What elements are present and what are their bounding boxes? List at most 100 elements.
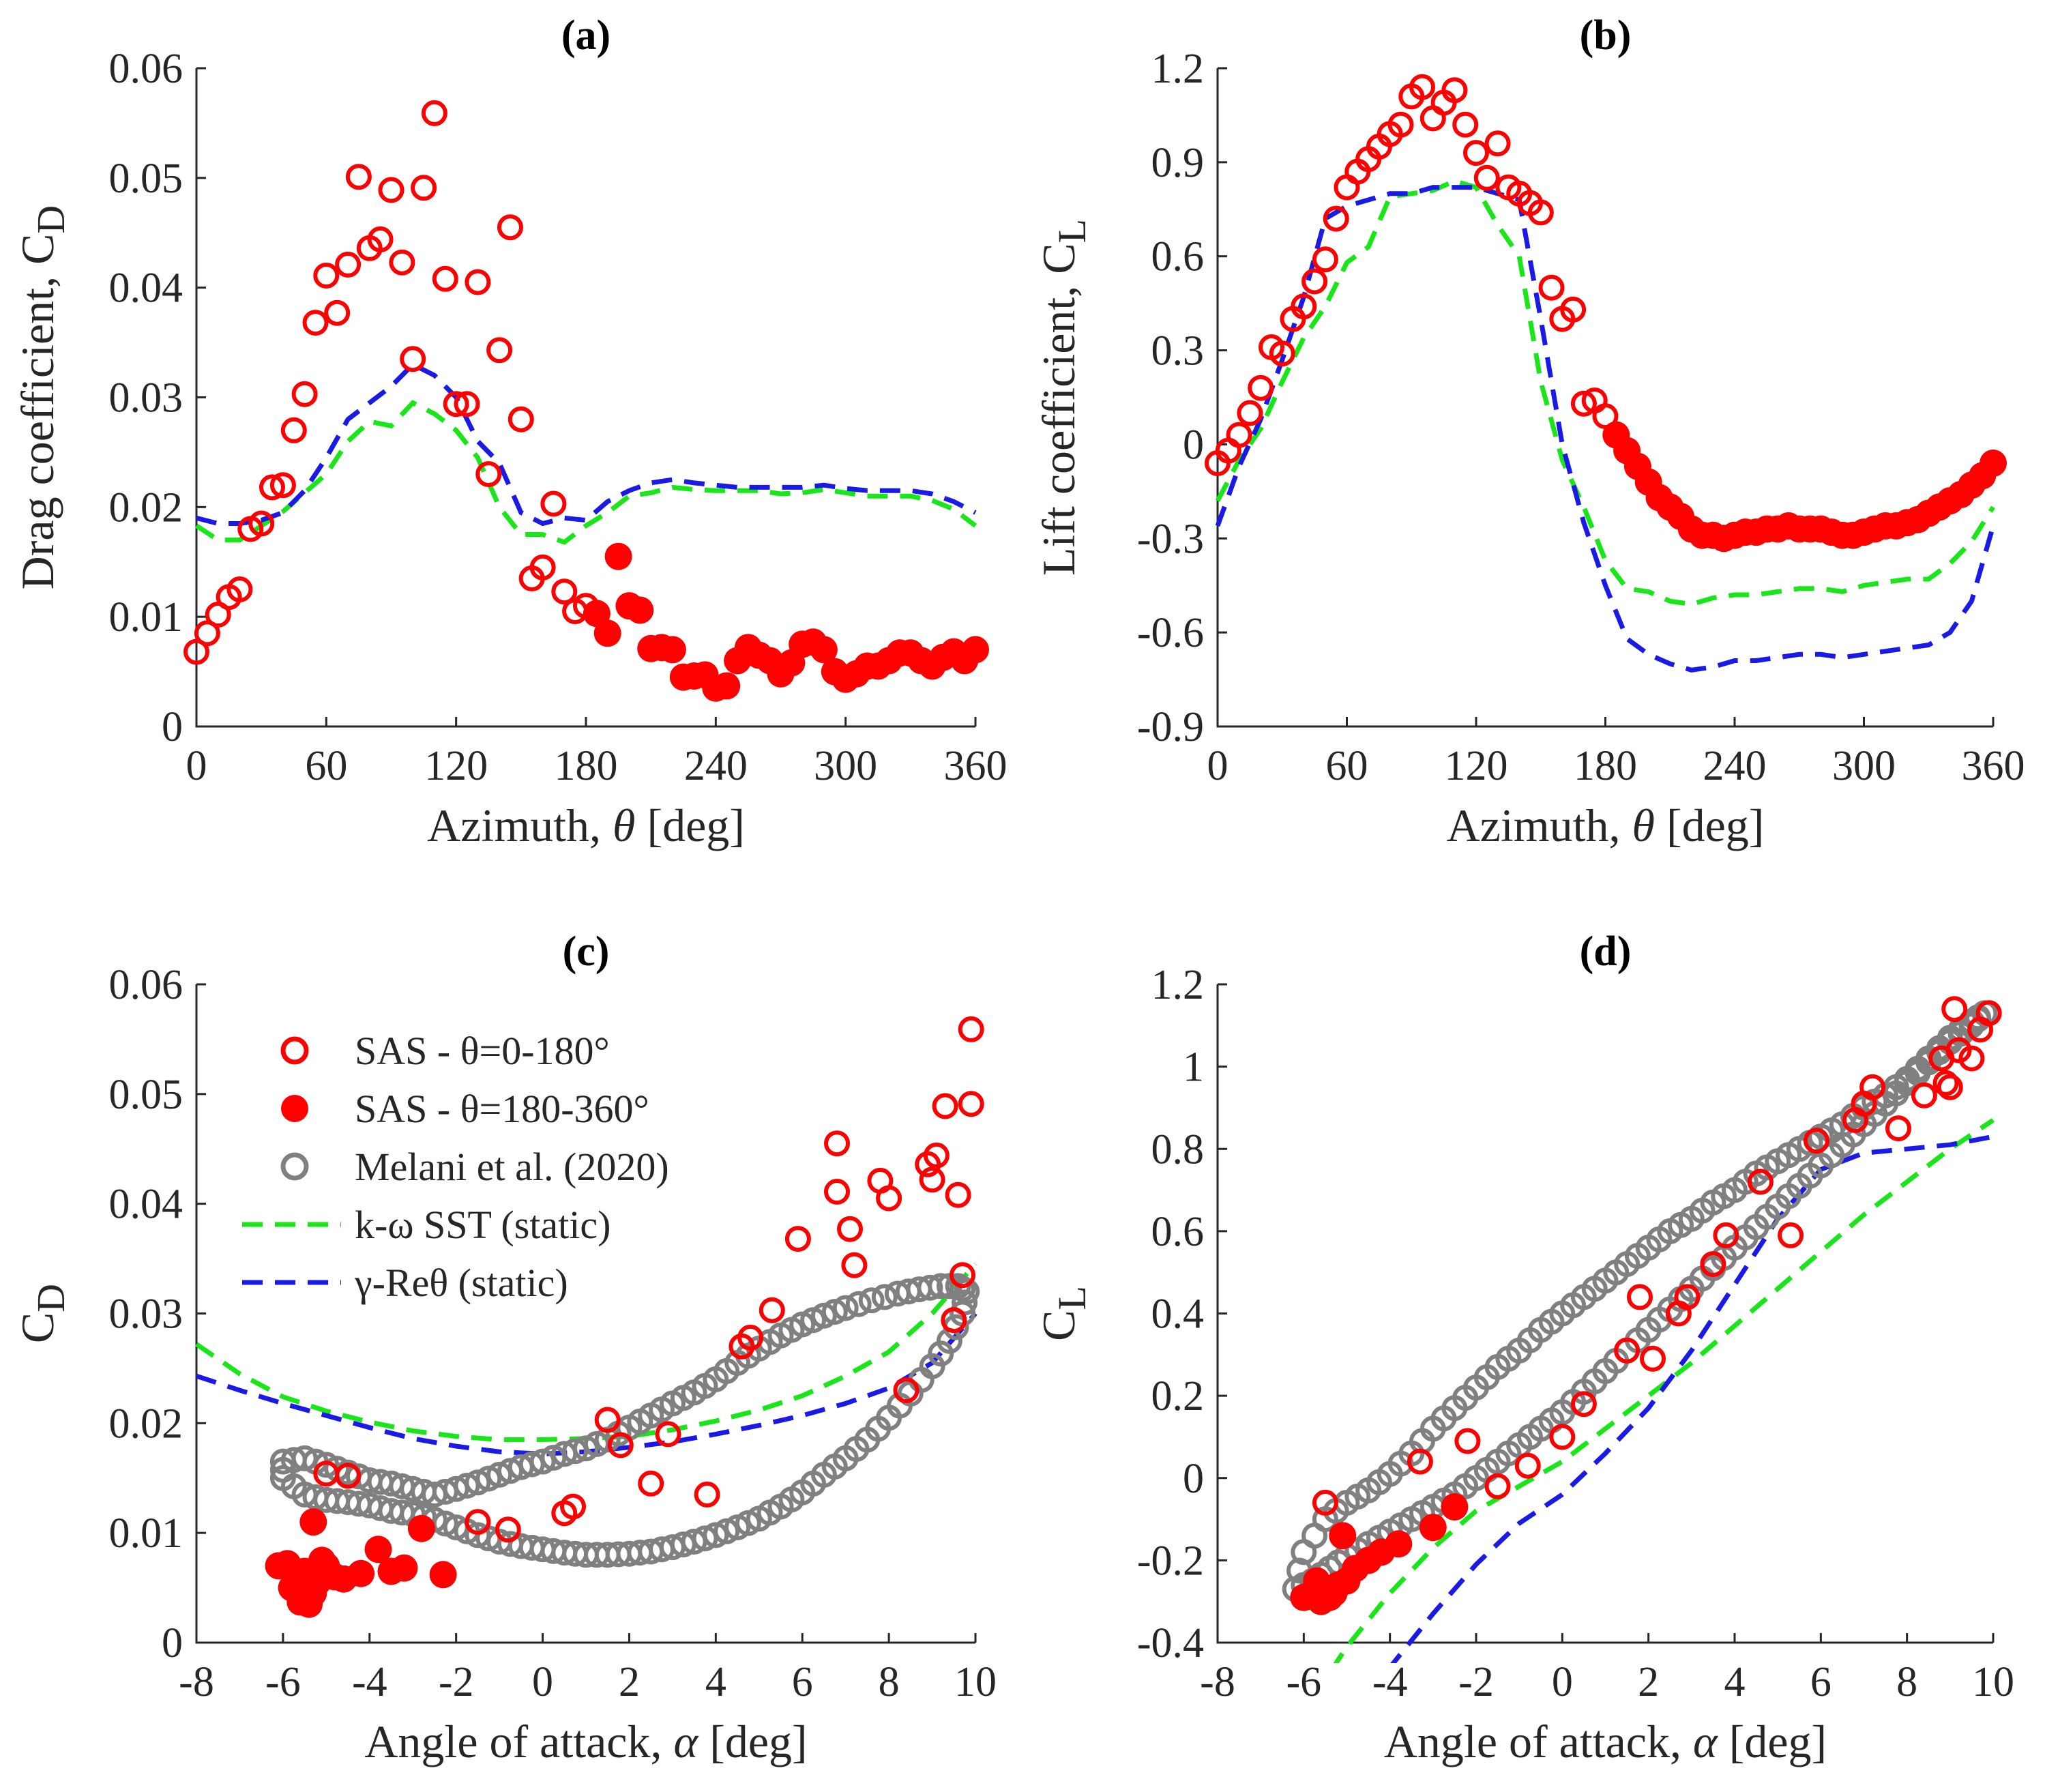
y-tick-label: 0.8 [1151,1126,1205,1173]
x-tick-label: 180 [555,743,618,789]
data-point-open-red [1570,390,1597,417]
data-point-open-red [1323,205,1349,232]
data-point-filled-red [593,619,621,647]
panel-title: (c) [563,928,610,975]
y-tick-label: 0.2 [1151,1373,1205,1420]
data-point-open-red [194,620,220,647]
data-point-open-red [335,251,362,278]
x-axis-label: Azimuth, θ [deg] [1447,799,1765,851]
data-point-open-red [1700,1251,1726,1278]
data-point-open-red [694,1481,720,1508]
y-tick-label: 0 [1183,1456,1204,1502]
y-tick-label: 0.02 [109,484,183,531]
x-tick-label: 2 [1638,1659,1659,1705]
data-point-open-red [1911,1082,1937,1108]
legend-item-gamma: γ-Reθ (static) [242,1261,568,1305]
data-point-open-red [919,1166,945,1193]
data-point-open-red [1514,1452,1541,1479]
data-point-open-red [345,164,372,190]
legend-item-sas-open: SAS - θ=0-180° [280,1029,610,1073]
data-point-open-red [958,1016,984,1042]
data-point-open-red [248,510,275,537]
y-tick-label: 0.04 [109,1181,183,1228]
data-point-open-red [841,1252,868,1278]
y-tick-label: 1 [1183,1044,1204,1091]
data-point-open-red [1407,1448,1433,1475]
data-point-open-red [183,638,209,665]
y-tick-label: 0.01 [109,1510,183,1557]
data-point-open-red [1484,130,1511,157]
data-point-open-gray [871,1284,898,1310]
data-point-open-gray [269,1448,296,1475]
data-point-open-red [1945,1037,1972,1063]
data-point-filled-red [278,1574,306,1602]
data-point-open-red [1958,1045,1985,1072]
data-point-open-red [1463,140,1489,166]
data-point-open-red [529,554,556,581]
x-tick-label: -8 [1200,1659,1235,1705]
x-tick-label: 4 [1724,1659,1746,1705]
data-point-open-red [1226,422,1252,448]
data-point-open-red [945,1181,971,1208]
x-tick-label: 120 [424,743,488,789]
x-tick-label: -2 [1458,1659,1494,1705]
data-point-open-red [655,1421,681,1448]
y-tick-label: -0.6 [1137,610,1204,656]
panel-b: 0 60 120 180 240 300 360 -0.9 -0.6 -0.3 0 0.3 0.6 0.9… [1033,12,2025,851]
data-point-filled-red [1441,1493,1469,1521]
data-point-open-red [1454,1428,1481,1454]
y-tick-label: -0.3 [1137,516,1204,562]
data-point-open-red [1473,164,1500,191]
x-tick-label: 0 [1207,743,1229,789]
data-point-open-red [560,1493,586,1520]
data-point-open-red [421,100,447,126]
y-tick-label: 0.05 [109,156,183,202]
x-tick-label: 0 [1552,1659,1573,1705]
x-tick-label: -2 [439,1659,474,1705]
data-point-open-red [1570,1391,1597,1418]
y-tick-label: 0.4 [1151,1291,1205,1338]
series-line-dash-blue [1215,185,1996,673]
x-tick-label: 360 [944,743,1007,789]
data-point-filled-red [626,596,654,624]
series-line-dash-blue [1390,1134,1994,1663]
y-tick-label: 0 [1183,422,1204,468]
data-point-open-red [1560,296,1587,323]
data-point-filled-red [1303,1567,1331,1595]
data-point-open-red [932,1093,958,1119]
data-point-open-red [1592,403,1619,430]
y-tick-label: 0.03 [109,375,183,422]
data-point-filled-red [1385,1530,1413,1558]
x-tick-label: 8 [879,1659,900,1705]
data-point-open-red [1312,246,1338,273]
data-point-open-red [259,474,285,501]
data-point-open-gray [858,1287,885,1314]
data-point-filled-red [429,1561,457,1589]
x-tick-label: 6 [792,1659,813,1705]
data-point-open-red [1484,1473,1511,1499]
y-tick-label: 0.9 [1151,140,1205,186]
y-axis-label: Drag coefficient, CD [12,205,73,590]
y-tick-label: -0.9 [1137,704,1204,750]
x-tick-label: -8 [179,1659,214,1705]
series-line-dash-green [195,400,977,545]
data-point-filled-red [604,542,632,570]
data-point-open-red [1885,1115,1911,1142]
legend-label: SAS - θ=180-360° [355,1087,649,1131]
legend-marker-melani [280,1152,309,1181]
y-tick-label: 0 [162,1620,183,1666]
data-point-open-red [389,249,415,276]
panel-title: (d) [1580,928,1632,975]
data-point-open-red [400,346,426,372]
data-point-open-gray [895,1278,922,1305]
data-point-open-red [335,1463,362,1489]
x-tick-label: 300 [1832,743,1896,789]
data-point-open-red [1291,293,1317,320]
data-point-open-red [226,576,253,602]
data-point-open-red [737,1324,764,1351]
data-point-filled-red [347,1559,375,1587]
data-point-open-red [475,461,502,488]
legend: SAS - θ=0-180° SAS - θ=180-360° Melani e… [242,1029,669,1305]
data-point-open-red [1452,111,1479,138]
